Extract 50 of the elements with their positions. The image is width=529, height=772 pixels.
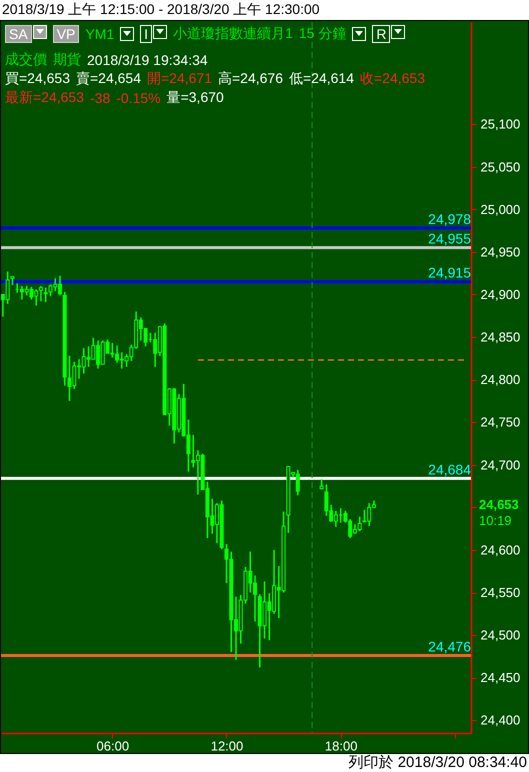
annotation: YM1	[85, 26, 114, 42]
annotation: -38	[90, 90, 110, 106]
y-tick-label: 24,800	[480, 372, 520, 388]
annotation: 成交價	[5, 51, 47, 69]
y-tick-label: 25,100	[480, 116, 520, 132]
ref-line-label: 24,955	[428, 230, 472, 247]
ref-line-label: 24,915	[428, 264, 472, 281]
annotation: 量=3,670	[166, 89, 224, 107]
annotation: 2018/3/19 19:34:34	[87, 52, 208, 68]
annotation: 最新=24,653	[5, 89, 84, 107]
annotation: 低=24,614	[289, 70, 354, 88]
annotation: -0.15%	[116, 90, 161, 106]
candlestick	[320, 478, 324, 490]
candlestick	[44, 286, 48, 303]
annotation: SA	[5, 25, 32, 43]
annotation: 賣=24,654	[76, 70, 141, 88]
y-tick-label: 24,700	[480, 457, 520, 472]
ref-line-label: 24,978	[428, 211, 472, 228]
y-tick-label: 24,500	[480, 628, 520, 643]
annotation: I	[140, 25, 152, 43]
annotation: R	[372, 25, 390, 43]
y-tick-label: 24,900	[480, 286, 520, 302]
text: 24,653	[479, 496, 519, 512]
text: 10:19	[479, 512, 512, 528]
x-tick-label: 18:00	[324, 738, 358, 754]
annotation: 開=24,671	[147, 70, 212, 88]
y-tick-label: 24,850	[480, 330, 520, 345]
y-tick-label: 24,400	[480, 712, 520, 728]
annotation: 高=24,676	[218, 70, 283, 88]
ref-line-label: 24,684	[428, 461, 472, 478]
annotation: 小道瓊指數連續月1	[173, 25, 293, 43]
toolbar-button: I	[140, 25, 168, 43]
x-tick-label: 12:00	[210, 738, 244, 754]
y-tick-label: 25,050	[480, 159, 520, 174]
annotation: 15 分鐘	[298, 25, 346, 43]
annotation: 買=24,653	[5, 70, 70, 88]
chart-title: 2018/3/19 上午 12:15:00 - 2018/3/20 上午 12:30:00	[2, 1, 320, 19]
y-tick-label: 24,450	[480, 670, 520, 686]
y-tick-label: 25,000	[480, 202, 520, 217]
candlestick	[38, 285, 43, 302]
annotation: 期貨	[53, 51, 81, 69]
x-tick-label: 06:00	[96, 738, 130, 754]
ref-line-label: 24,476	[428, 638, 472, 655]
annotation: 收=24,653	[360, 70, 425, 88]
text: 列印於 2018/3/20 08:34:40	[348, 753, 527, 772]
y-tick-label: 24,550	[480, 585, 520, 600]
y-tick-label: 24,950	[480, 244, 520, 260]
y-tick-label: 24,750	[480, 414, 520, 430]
y-tick-label: 24,600	[480, 542, 520, 558]
toolbar-button: VP	[52, 25, 80, 43]
